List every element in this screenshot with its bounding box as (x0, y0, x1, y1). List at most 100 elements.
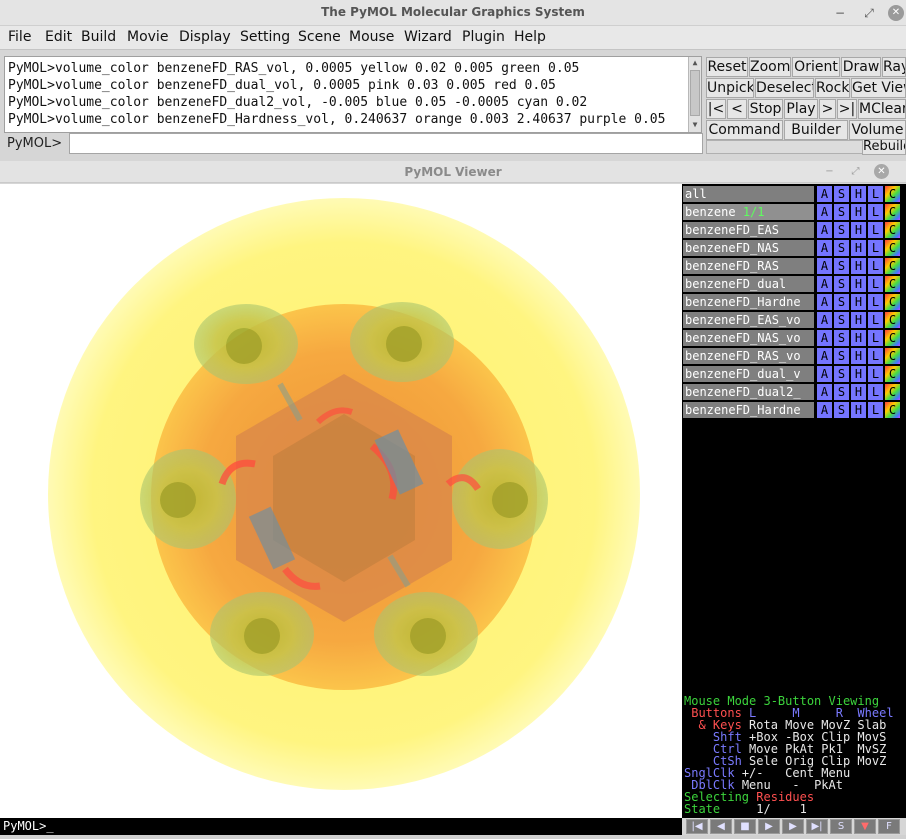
fullscreen-button[interactable]: F (878, 819, 900, 834)
label-button[interactable]: L (868, 402, 883, 418)
label-button[interactable]: L (868, 276, 883, 292)
color-button[interactable]: C (885, 240, 900, 256)
show-button[interactable]: S (834, 384, 849, 400)
command-input[interactable] (69, 133, 703, 154)
menu-scene[interactable]: Scene (298, 29, 341, 45)
forward-button[interactable]: > (819, 99, 836, 119)
label-button[interactable]: L (868, 258, 883, 274)
mclear-button[interactable]: MClear (858, 99, 906, 119)
menu-display[interactable]: Display (179, 29, 231, 45)
scroll-up-icon[interactable]: ▲ (692, 58, 698, 67)
color-button[interactable]: C (885, 222, 900, 238)
rewind-button[interactable]: |< (706, 99, 726, 119)
action-button[interactable]: A (817, 258, 832, 274)
color-button[interactable]: C (885, 204, 900, 220)
hide-button[interactable]: H (851, 240, 866, 256)
hide-button[interactable]: H (851, 402, 866, 418)
menu-plugin[interactable]: Plugin (462, 29, 505, 45)
hide-button[interactable]: H (851, 276, 866, 292)
hide-button[interactable]: H (851, 384, 866, 400)
color-button[interactable]: C (885, 366, 900, 382)
end-icon[interactable]: ▶| (806, 819, 828, 834)
end-button[interactable]: >| (837, 99, 857, 119)
object-name[interactable]: benzeneFD_Hardne (683, 294, 814, 310)
label-button[interactable]: L (868, 312, 883, 328)
object-row[interactable]: benzeneFD_dual_v A S H L C (683, 366, 905, 383)
play-icon[interactable]: ▶ (758, 819, 780, 834)
object-name[interactable]: benzeneFD_dual_v (683, 366, 814, 382)
action-button[interactable]: A (817, 222, 832, 238)
back-button[interactable]: < (727, 99, 747, 119)
show-button[interactable]: S (834, 348, 849, 364)
show-button[interactable]: S (834, 204, 849, 220)
color-button[interactable]: C (885, 294, 900, 310)
hide-button[interactable]: H (851, 222, 866, 238)
console-output[interactable]: PyMOL>volume_color benzeneFD_RAS_vol, 0.… (4, 56, 702, 133)
object-row[interactable]: benzeneFD_NAS_vo A S H L C (683, 330, 905, 347)
object-row[interactable]: benzeneFD_Hardne A S H L C (683, 402, 905, 419)
object-name[interactable]: benzene 1/1 (683, 204, 814, 220)
menu-help[interactable]: Help (514, 29, 546, 45)
action-button[interactable]: A (817, 294, 832, 310)
volume-tab[interactable]: Volume (849, 120, 906, 140)
minimize-icon[interactable]: − (834, 6, 846, 20)
label-button[interactable]: L (868, 348, 883, 364)
object-row-all[interactable]: all A S H L C (683, 186, 905, 203)
label-button[interactable]: L (868, 204, 883, 220)
play-button[interactable]: Play (784, 99, 818, 119)
rewind-icon[interactable]: |◀ (686, 819, 708, 834)
viewer-canvas[interactable] (0, 184, 682, 818)
color-button[interactable]: C (885, 384, 900, 400)
hide-button[interactable]: H (851, 294, 866, 310)
object-name[interactable]: benzeneFD_NAS (683, 240, 814, 256)
show-button[interactable]: S (834, 258, 849, 274)
show-button[interactable]: S (834, 402, 849, 418)
color-button[interactable]: C (885, 276, 900, 292)
scene-menu-icon[interactable]: ▼ (854, 819, 876, 834)
rebuild-button[interactable]: Rebuild (862, 139, 906, 155)
show-button[interactable]: S (834, 294, 849, 310)
close-icon[interactable]: ✕ (888, 5, 904, 21)
action-button[interactable]: A (817, 276, 832, 292)
action-button[interactable]: A (817, 366, 832, 382)
menu-setting[interactable]: Setting (240, 29, 291, 45)
color-button[interactable]: C (885, 186, 900, 202)
object-row[interactable]: benzeneFD_EAS A S H L C (683, 222, 905, 239)
ray-button[interactable]: Ray (882, 57, 906, 77)
show-button[interactable]: S (834, 276, 849, 292)
scene-button[interactable]: S (830, 819, 852, 834)
action-button[interactable]: A (817, 330, 832, 346)
viewer-minimize-icon[interactable]: − (825, 166, 834, 177)
action-button[interactable]: A (817, 240, 832, 256)
object-row[interactable]: benzeneFD_RAS A S H L C (683, 258, 905, 275)
label-button[interactable]: L (868, 240, 883, 256)
action-button[interactable]: A (817, 384, 832, 400)
hide-button[interactable]: H (851, 348, 866, 364)
step-forward-icon[interactable]: ▶ (782, 819, 804, 834)
object-row[interactable]: benzeneFD_dual A S H L C (683, 276, 905, 293)
action-button[interactable]: A (817, 348, 832, 364)
step-back-icon[interactable]: ◀ (710, 819, 732, 834)
object-row[interactable]: benzeneFD_EAS_vo A S H L C (683, 312, 905, 329)
label-button[interactable]: L (868, 330, 883, 346)
rock-button[interactable]: Rock (815, 78, 850, 98)
menu-movie[interactable]: Movie (127, 29, 169, 45)
reset-button[interactable]: Reset (706, 57, 748, 77)
object-row[interactable]: benzeneFD_dual2_ A S H L C (683, 384, 905, 401)
action-button[interactable]: A (817, 312, 832, 328)
object-name[interactable]: benzeneFD_RAS_vo (683, 348, 814, 364)
hide-button[interactable]: H (851, 258, 866, 274)
builder-tab[interactable]: Builder (784, 120, 848, 140)
object-name[interactable]: benzeneFD_EAS_vo (683, 312, 814, 328)
draw-button[interactable]: Draw (841, 57, 881, 77)
hide-button[interactable]: H (851, 204, 866, 220)
show-button[interactable]: S (834, 366, 849, 382)
object-name[interactable]: all (683, 186, 814, 202)
label-button[interactable]: L (868, 384, 883, 400)
object-row[interactable]: benzeneFD_NAS A S H L C (683, 240, 905, 257)
menu-wizard[interactable]: Wizard (404, 29, 452, 45)
stop-icon[interactable]: ■ (734, 819, 756, 834)
object-name[interactable]: benzeneFD_dual (683, 276, 814, 292)
show-button[interactable]: S (834, 186, 849, 202)
label-button[interactable]: L (868, 186, 883, 202)
